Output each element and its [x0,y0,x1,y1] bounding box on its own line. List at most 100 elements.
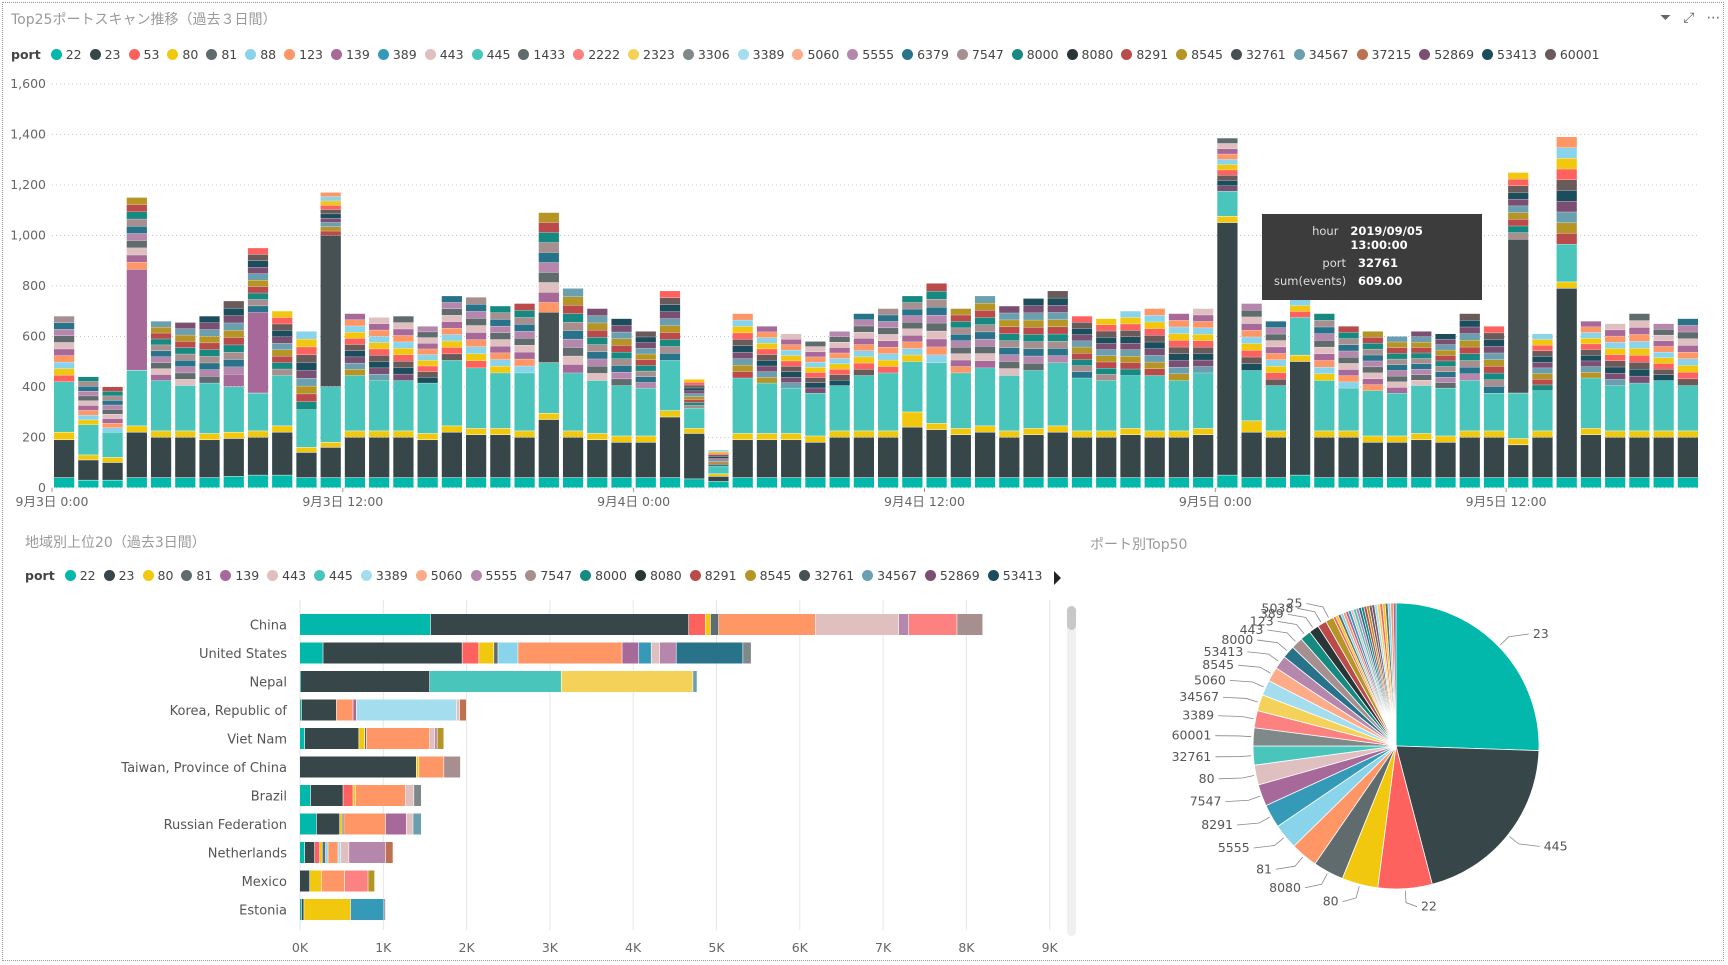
legend-item-3389[interactable]: 3389 [360,568,408,583]
legend-item-123[interactable]: 123 [284,47,323,62]
bar-segment-port-23 [999,437,1020,478]
y-tick-label: 600 [22,329,46,344]
legend-dot [142,570,154,581]
bar-segment [1071,328,1093,335]
bar-segment [1459,333,1480,341]
legend-item-60001[interactable]: 60001 [1544,47,1600,62]
legend-item-2323[interactable]: 2323 [628,47,675,62]
legend-item-8000[interactable]: 8000 [580,568,627,583]
bar-segment [781,382,802,388]
bar-segment-port-445 [199,383,220,434]
legend-item-8000[interactable]: 8000 [1011,47,1059,62]
bar-chart-scrollbar[interactable] [1067,606,1076,936]
legend-item-80[interactable]: 80 [167,47,198,62]
visual-header-icons: ⏷ ⤢ ⋯ [1660,10,1720,26]
legend-item-22[interactable]: 22 [50,47,82,62]
legend-item-7547[interactable]: 7547 [525,568,572,583]
bar-segment [344,363,366,370]
bar-segment [175,341,196,348]
legend-item-52869[interactable]: 52869 [924,568,980,583]
legend-item-53413[interactable]: 53413 [987,568,1042,583]
legend-item-34567[interactable]: 34567 [1293,47,1349,62]
legend-item-443[interactable]: 443 [267,568,306,583]
legend-item-81[interactable]: 81 [206,47,237,62]
bar-segment [344,332,366,339]
bar-segment [344,350,366,357]
bar-segment-port-80 [150,431,172,437]
legend-item-3306[interactable]: 3306 [682,47,730,62]
legend-item-2222[interactable]: 2222 [573,47,620,62]
legend-item-8545[interactable]: 8545 [744,568,791,583]
legend-item-7547[interactable]: 7547 [956,47,1004,62]
bar-segment [853,344,874,351]
pie-leader-line [1218,715,1254,720]
bar-segment [466,297,487,305]
legend-label: 34567 [877,568,917,583]
category-label: Nepal [249,676,287,691]
bar-segment [708,463,729,465]
legend-item-8545[interactable]: 8545 [1176,47,1223,62]
legend-item-23[interactable]: 23 [89,47,121,62]
legend-item-22[interactable]: 22 [64,568,96,583]
more-options-icon[interactable]: ⋯ [1706,10,1721,26]
legend-item-443[interactable]: 443 [424,47,464,62]
legend-item-32761[interactable]: 32761 [1230,47,1286,62]
legend-item-52869[interactable]: 52869 [1419,47,1474,62]
legend-item-5060[interactable]: 5060 [792,47,839,62]
bar-segment [1047,305,1068,313]
legend-item-80[interactable]: 80 [142,568,173,583]
legend-item-8080[interactable]: 8080 [634,568,682,583]
scrollbar-thumb[interactable] [1067,606,1076,630]
legend-item-53[interactable]: 53 [128,47,159,62]
legend-item-3389[interactable]: 3389 [737,47,784,62]
legend-item-5555[interactable]: 5555 [470,568,517,583]
bar-segment [1338,375,1359,382]
legend-label: 8291 [1136,47,1169,62]
bar-segment [320,192,341,197]
legend-item-5555[interactable]: 5555 [847,47,894,62]
legend-item-8291[interactable]: 8291 [689,568,737,583]
bar-chart-legend: port 22 23 80 81 139 443 445 3389 5060 5555 7547 80… [25,568,1050,583]
legend-item-8291[interactable]: 8291 [1121,47,1168,62]
bar-segment [272,343,293,350]
filter-icon[interactable]: ⏷ [1660,10,1672,26]
bar-segment [684,399,705,403]
legend-item-37215[interactable]: 37215 [1356,47,1411,62]
bar-segment-port-80 [309,870,322,892]
focus-mode-icon[interactable]: ⤢ [1683,10,1695,26]
legend-label: 32761 [814,568,855,583]
legend-item-23[interactable]: 23 [103,568,135,583]
bar-segment [805,346,826,352]
legend-item-445[interactable]: 445 [314,568,353,583]
bar-segment [853,369,874,376]
legend-next-arrow-icon[interactable] [1054,571,1061,585]
bar-segment [1217,159,1238,165]
bar-segment [1386,387,1408,394]
legend-item-389[interactable]: 389 [377,47,417,62]
bar-segment-port-22 [369,477,390,488]
legend-item-88[interactable]: 88 [245,47,276,62]
legend-item-34567[interactable]: 34567 [862,568,917,583]
legend-item-6379[interactable]: 6379 [902,47,949,62]
legend-item-139[interactable]: 139 [330,47,370,62]
bar-segment [829,353,850,359]
legend-item-5060[interactable]: 5060 [415,568,463,583]
legend-item-8080[interactable]: 8080 [1066,47,1113,62]
bar-segment [853,357,874,363]
legend-item-1433[interactable]: 1433 [518,47,565,62]
bar-segment [417,349,438,355]
bar-segment [999,313,1020,320]
bar-segment-port-80 [339,813,342,835]
bar-segment-port-23 [417,440,438,478]
bar-segment [587,366,608,374]
x-tick-label: 2K [459,940,476,955]
legend-label: 5060 [430,568,463,583]
legend-item-445[interactable]: 445 [471,47,510,62]
legend-item-53413[interactable]: 53413 [1482,47,1537,62]
legend-item-81[interactable]: 81 [181,568,212,583]
bar-segment [684,391,705,394]
legend-item-139[interactable]: 139 [220,568,259,583]
top-chart-title: Top25ポートスキャン推移（過去３日間） [11,12,277,28]
legend-item-32761[interactable]: 32761 [799,568,854,583]
bar-segment-port-23 [1120,434,1141,478]
